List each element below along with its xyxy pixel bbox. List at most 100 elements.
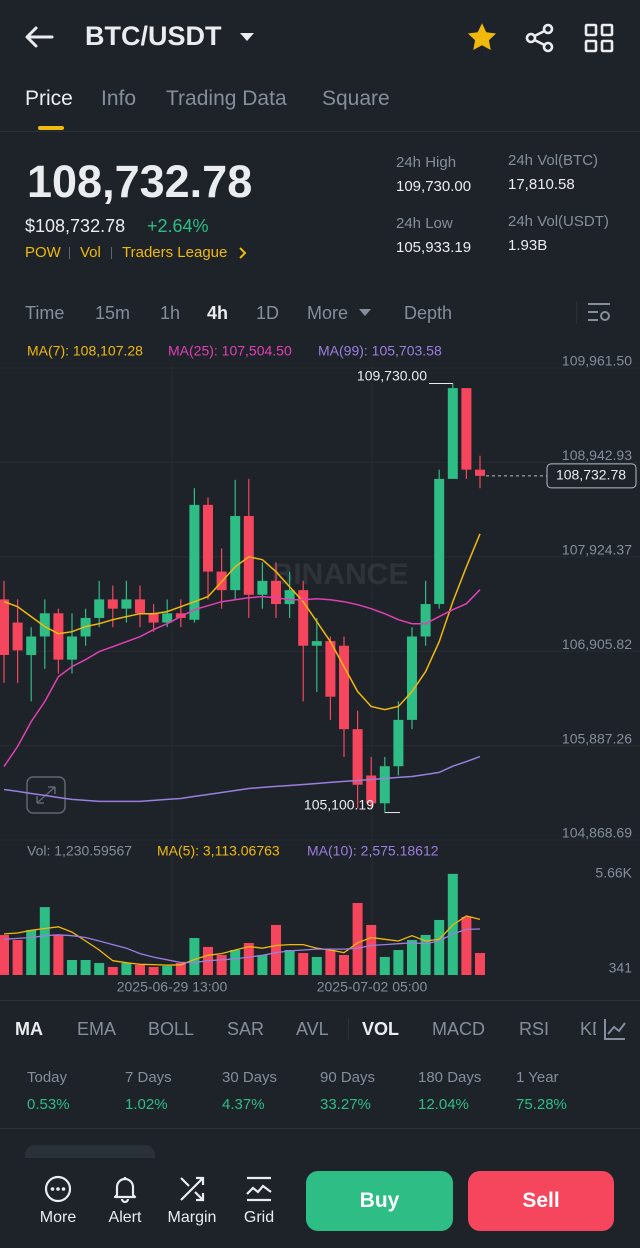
- volume-bar: [271, 924, 281, 975]
- indicator-tab[interactable]: BOLL: [148, 1019, 195, 1039]
- interval-tab[interactable]: 4h: [207, 303, 229, 323]
- last-price-tag: [546, 463, 637, 489]
- candle-body: [475, 469, 485, 476]
- tab[interactable]: Price: [25, 87, 73, 110]
- pair-title[interactable]: BTC/USDT: [85, 21, 222, 51]
- share-button[interactable]: [524, 22, 556, 54]
- tag-separator: [69, 247, 70, 259]
- y-tick-label: 107,924.37: [562, 542, 632, 558]
- pair-caret[interactable]: [238, 31, 256, 43]
- stat-label: 24h Low: [396, 215, 453, 232]
- candle-body: [94, 599, 105, 618]
- candle-body: [447, 388, 458, 479]
- indicator-tab[interactable]: RSI: [519, 1019, 550, 1039]
- divider: [0, 1000, 640, 1001]
- back-button[interactable]: [22, 24, 56, 50]
- ticker-tag[interactable]: Vol: [80, 244, 101, 261]
- candle-body: [203, 504, 213, 572]
- interval-tab[interactable]: Time: [25, 303, 65, 323]
- y-tick-label: 5.66K: [595, 865, 632, 881]
- candle-body: [162, 613, 173, 623]
- ticker-tag[interactable]: POW: [25, 244, 61, 261]
- tool-icon[interactable]: [43, 1174, 73, 1204]
- legend-entry: MA(5): 3,113.06763: [157, 843, 280, 859]
- chart: 109,961.50 108,942.93 107,924.37 106,905.82…: [0, 343, 640, 995]
- tool-label[interactable]: Grid: [243, 1209, 275, 1226]
- volume-bar: [135, 964, 145, 975]
- candle-body: [26, 636, 37, 656]
- candle-body: [352, 729, 363, 785]
- perf-label: 1 Year: [516, 1069, 559, 1086]
- candle-body: [12, 622, 23, 651]
- volume-bar: [366, 924, 377, 975]
- volume-bar: [12, 939, 23, 975]
- sell-button[interactable]: Sell: [468, 1171, 614, 1231]
- tool-icon[interactable]: [110, 1174, 140, 1204]
- volume-bar: [94, 963, 105, 975]
- candle-body: [311, 641, 322, 646]
- volume-bar: [26, 929, 37, 975]
- indicator-tab[interactable]: AVL: [296, 1019, 329, 1039]
- stat-value: 109,730.00: [396, 178, 472, 195]
- volume-bar: [298, 953, 309, 975]
- volume-bar: [39, 907, 50, 975]
- volume-bar: [216, 954, 227, 975]
- buy-button[interactable]: Buy: [306, 1171, 453, 1231]
- interval-tab[interactable]: Depth: [404, 303, 453, 323]
- interval-tab[interactable]: 15m: [95, 303, 131, 323]
- candle-body: [135, 599, 145, 614]
- candle-body: [39, 613, 50, 637]
- interval-tab[interactable]: More: [307, 303, 349, 323]
- price-change: +2.64%: [147, 216, 209, 236]
- chart-settings[interactable]: [585, 298, 613, 326]
- tool-icon[interactable]: [244, 1174, 274, 1204]
- stat-value: 17,810.58: [508, 176, 575, 193]
- candle-body: [189, 504, 200, 620]
- volume-bar: [230, 949, 241, 975]
- watermark: BINANCE: [272, 558, 409, 591]
- tab[interactable]: Trading Data: [166, 87, 287, 110]
- x-tick-label: 2025-06-29 13:00: [117, 979, 228, 995]
- interval-tab[interactable]: 1D: [256, 303, 280, 323]
- perf-label: 180 Days: [418, 1069, 482, 1086]
- interval-tab[interactable]: 1h: [160, 303, 181, 323]
- candle-body: [243, 515, 254, 595]
- legend-entry: Vol: 1,230.59567: [27, 843, 132, 859]
- volume-bar: [393, 949, 404, 975]
- tag-chevron[interactable]: [238, 246, 248, 260]
- indicator-tab[interactable]: VOL: [362, 1019, 400, 1039]
- tab[interactable]: Info: [101, 87, 137, 110]
- candle-body: [325, 641, 336, 697]
- more-caret[interactable]: [358, 308, 372, 318]
- volume-bar: [407, 939, 417, 975]
- volume-bar: [67, 959, 77, 975]
- candle-body: [67, 636, 77, 660]
- tool-icon[interactable]: [177, 1174, 207, 1204]
- y-tick-label: 105,887.26: [562, 730, 632, 746]
- indicator-tab[interactable]: EMA: [77, 1019, 117, 1039]
- tool-label[interactable]: Alert: [108, 1209, 142, 1226]
- volume-bar: [434, 919, 445, 975]
- y-tick-label: 341: [609, 960, 633, 976]
- grid-menu[interactable]: [584, 23, 614, 53]
- indicator-tab[interactable]: MACD: [432, 1019, 485, 1039]
- stat-label: 24h High: [396, 154, 457, 171]
- perf-value: 0.53%: [27, 1096, 70, 1113]
- indicator-tab[interactable]: SAR: [227, 1019, 265, 1039]
- tool-label[interactable]: Margin: [167, 1209, 217, 1226]
- tab[interactable]: Square: [322, 87, 390, 110]
- candle-body: [298, 590, 309, 646]
- indicator-tab[interactable]: MA: [15, 1019, 43, 1039]
- high-annotation: 109,730.00: [357, 367, 427, 383]
- candle-body: [379, 766, 390, 804]
- volume-bar: [0, 934, 9, 975]
- volume-bar: [175, 963, 186, 975]
- tool-label[interactable]: More: [39, 1209, 77, 1226]
- volume-bar: [257, 954, 268, 975]
- ticker-tag[interactable]: Traders League: [122, 244, 228, 261]
- divider: [0, 131, 640, 132]
- indicator-settings[interactable]: [596, 1010, 640, 1048]
- favorite-star[interactable]: [466, 22, 498, 52]
- ma-line: [3, 928, 481, 964]
- perf-value: 12.04%: [418, 1096, 469, 1113]
